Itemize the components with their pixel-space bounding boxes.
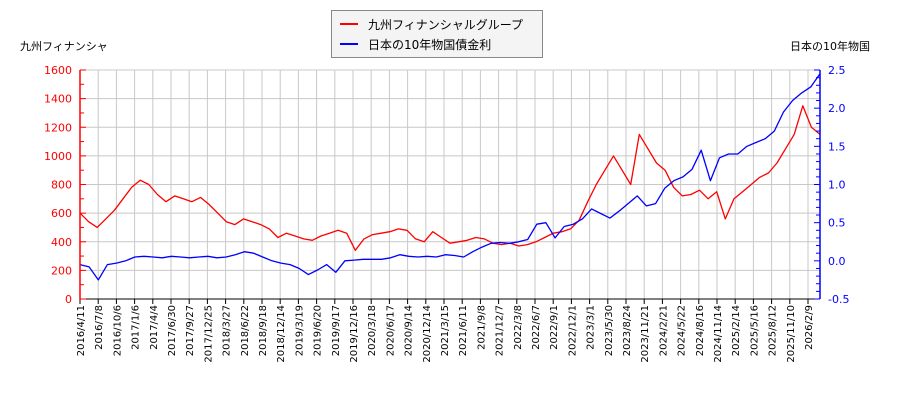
grid-lines	[80, 69, 820, 300]
legend-swatch-blue	[340, 43, 358, 45]
chart-legend: 九州フィナンシャルグループ 日本の10年物国債金利	[331, 10, 543, 58]
x-tick-label: 2024/8/16	[695, 305, 706, 356]
legend-item-kyushu-financial: 九州フィナンシャルグループ	[340, 15, 523, 33]
left-y-tick-label: 1400	[44, 93, 72, 106]
x-tick-label: 2022/6/7	[531, 305, 542, 350]
legend-item-jgb-yield: 日本の10年物国債金利	[340, 35, 491, 53]
x-tick-label: 2022/12/1	[567, 305, 578, 356]
x-tick-label: 2022/3/8	[513, 305, 524, 350]
legend-label: 日本の10年物国債金利	[368, 37, 492, 52]
x-tick-label: 2017/12/25	[203, 305, 214, 363]
x-tick-label: 2025/5/16	[749, 305, 760, 356]
axes: 0 200 400 600 800 1000 1200 1400 1600 -0.5 0.0 0.5 1…	[44, 64, 849, 306]
x-tick-label: 2023/3/1	[586, 305, 597, 350]
x-tick-label: 2025/8/12	[768, 305, 779, 356]
x-tick-label: 2018/3/27	[222, 305, 233, 356]
right-y-tick-label: 2.0	[828, 102, 846, 115]
right-y-tick-label: -0.5	[828, 293, 849, 306]
x-tick-label: 2016/10/6	[112, 305, 123, 356]
left-y-tick-label: 1200	[44, 121, 72, 134]
legend-swatch-red	[340, 23, 358, 25]
x-tick-label: 2021/9/8	[476, 305, 487, 350]
right-axis-title: 日本の10年物国	[790, 40, 870, 53]
x-tick-label: 2024/2/21	[658, 305, 669, 356]
left-y-tick-label: 200	[51, 264, 72, 277]
right-y-tick-label: 0.0	[828, 255, 846, 268]
series-jgb-10y-yield	[79, 73, 821, 281]
x-tick-label: 2020/6/17	[385, 305, 396, 356]
x-tick-label: 2016/7/8	[94, 305, 105, 350]
x-tick-label: 2024/5/22	[677, 305, 688, 356]
left-y-tick-label: 1600	[44, 64, 72, 77]
x-tick-label: 2021/6/11	[458, 305, 469, 356]
x-tick-label: 2020/12/14	[422, 305, 433, 363]
left-y-tick-label: 400	[51, 236, 72, 249]
left-y-tick-label: 600	[51, 207, 72, 220]
x-tick-label: 2020/3/18	[367, 305, 378, 356]
x-tick-label: 2021/12/7	[495, 305, 506, 356]
right-y-tick-label: 0.5	[828, 217, 846, 230]
x-tick-label: 2017/6/30	[167, 305, 178, 356]
x-tick-label: 2026/2/9	[804, 305, 815, 350]
left-y-tick-label: 800	[51, 179, 72, 192]
x-tick-label: 2018/6/22	[240, 305, 251, 356]
legend-label: 九州フィナンシャルグループ	[368, 17, 524, 32]
x-tick-label: 2020/9/14	[404, 305, 415, 356]
x-tick-label: 2019/3/19	[294, 305, 305, 356]
left-y-tick-label: 0	[65, 293, 72, 306]
x-tick-label: 2023/5/30	[604, 305, 615, 356]
x-tick-label: 2022/9/1	[549, 305, 560, 350]
x-tick-label: 2021/3/15	[440, 305, 451, 356]
x-tick-label: 2019/6/20	[313, 305, 324, 356]
right-y-tick-label: 1.5	[828, 140, 846, 153]
x-tick-label: 2024/11/14	[713, 305, 724, 363]
x-tick-label: 2023/11/21	[640, 305, 651, 363]
x-tick-label: 2019/12/16	[349, 305, 360, 363]
x-tick-label: 2017/4/4	[149, 305, 160, 350]
x-tick-label: 2018/9/18	[258, 305, 269, 356]
right-y-tick-label: 1.0	[828, 179, 846, 192]
x-tick-label: 2019/9/17	[331, 305, 342, 356]
x-tick-label: 2017/1/6	[131, 305, 142, 350]
left-axis-title: 九州フィナンシャ	[20, 40, 108, 53]
x-tick-label: 2017/9/27	[185, 305, 196, 356]
series-kyushu-financial	[79, 105, 821, 251]
x-tick-label: 2025/11/10	[786, 305, 797, 363]
x-tick-label: 2025/2/14	[731, 305, 742, 356]
x-tick-label: 2016/4/11	[76, 305, 87, 356]
x-tick-label: 2023/8/24	[622, 305, 633, 356]
x-tick-label: 2018/12/14	[276, 305, 287, 363]
left-y-tick-label: 1000	[44, 150, 72, 163]
right-y-tick-label: 2.5	[828, 64, 846, 77]
x-axis-tick-labels: 2016/4/11 2016/7/8 2016/10/6 2017/1/6 2017/4…	[76, 305, 815, 363]
